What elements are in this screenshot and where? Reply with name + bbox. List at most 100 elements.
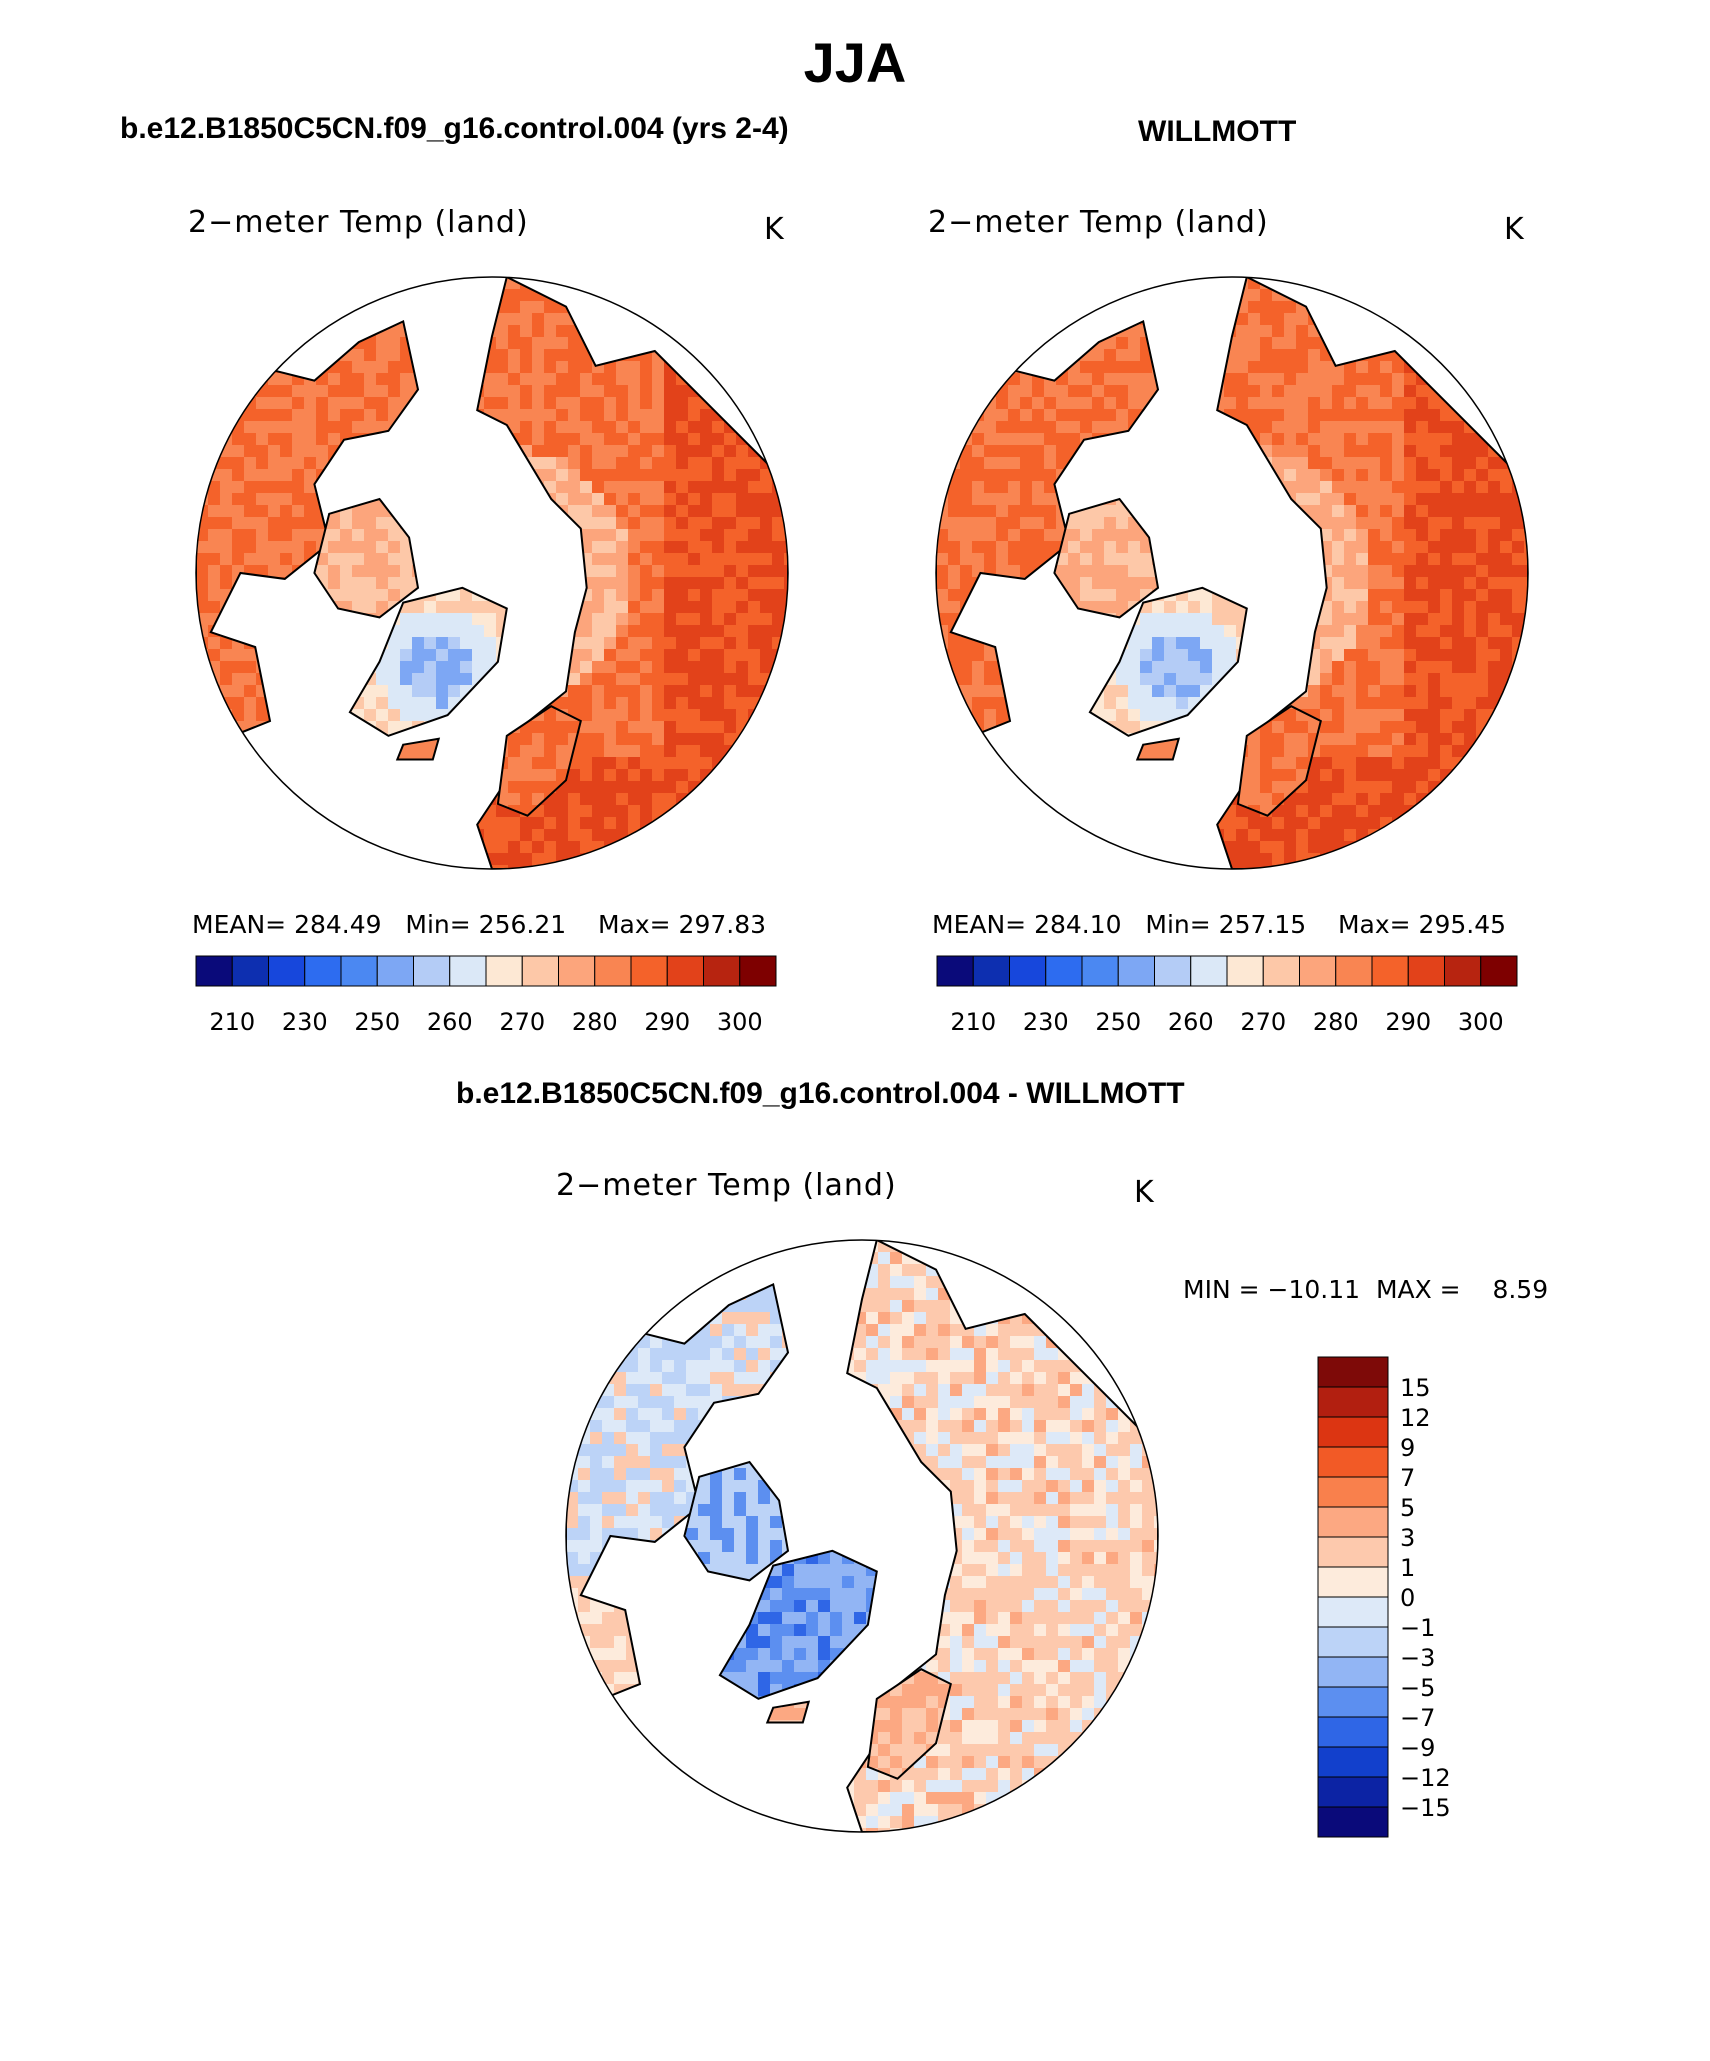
map-panel-1 <box>195 276 789 870</box>
main-title: JJA <box>0 30 1710 95</box>
colorbar-2-swatch-13 <box>1407 955 1445 987</box>
colorbar-3-tick-4: 5 <box>1400 1494 1415 1522</box>
colorbar-1-tick-7: 300 <box>717 1008 763 1036</box>
colorbar-3-swatch-7 <box>1317 1566 1389 1598</box>
colorbar-1-tick-5: 280 <box>572 1008 618 1036</box>
panel1-case-title: b.e12.B1850C5CN.f09_g16.control.004 (yrs… <box>120 112 789 146</box>
colorbar-2-swatch-1 <box>972 955 1010 987</box>
colorbar-2-swatch-8 <box>1226 955 1264 987</box>
colorbar-3-swatch-14 <box>1317 1776 1389 1808</box>
colorbar-2-swatch-10 <box>1299 955 1337 987</box>
colorbar-1-tick-0: 210 <box>209 1008 255 1036</box>
map-boundary-1 <box>195 276 789 870</box>
colorbar-3-swatch-12 <box>1317 1716 1389 1748</box>
colorbar-3-swatch-3 <box>1317 1446 1389 1478</box>
coastline-scand-3 <box>866 1668 952 1780</box>
colorbar-2-swatch-0 <box>936 955 974 987</box>
colorbar-2-tick-7: 300 <box>1458 1008 1504 1036</box>
coastline-namerica-2 <box>936 319 1160 753</box>
colorbar-1: 210 230 250 260 270 280 290 300 <box>195 955 777 1036</box>
panel3-stats: MIN = −10.11 MAX = 8.59 <box>1183 1275 1548 1304</box>
colorbar-2-tick-5: 280 <box>1313 1008 1359 1036</box>
panel3-max-value: 8.59 <box>1492 1275 1548 1304</box>
colorbar-1-swatch-13 <box>666 955 704 987</box>
coastline-iceland-3 <box>765 1700 811 1724</box>
panel3-min-label: MIN = <box>1183 1275 1260 1304</box>
colorbar-3-tick-1: 12 <box>1400 1404 1431 1432</box>
panel2-min-value: 257.15 <box>1219 910 1306 939</box>
colorbar-1-swatch-8 <box>485 955 523 987</box>
colorbar-3-swatch-15 <box>1317 1806 1389 1838</box>
colorbar-3-swatch-6 <box>1317 1536 1389 1568</box>
colorbar-1-swatch-2 <box>268 955 306 987</box>
colorbar-1-swatch-0 <box>195 955 233 987</box>
colorbar-2-tick-2: 250 <box>1095 1008 1141 1036</box>
map-panel-2 <box>935 276 1529 870</box>
colorbar-3-swatch-10 <box>1317 1656 1389 1688</box>
colorbar-2-tick-1: 230 <box>1023 1008 1069 1036</box>
colorbar-3-tick-2: 9 <box>1400 1434 1415 1462</box>
panel1-mean-label: MEAN= <box>192 910 286 939</box>
colorbar-3-tick-8: −1 <box>1400 1614 1435 1642</box>
coastline-greenland-2 <box>1088 586 1248 737</box>
panel1-mean-value: 284.49 <box>294 910 381 939</box>
colorbar-3-tick-9: −3 <box>1400 1644 1435 1672</box>
coastline-greenland-3 <box>718 1549 878 1700</box>
colorbar-2-swatch-4 <box>1081 955 1119 987</box>
colorbar-3-swatch-5 <box>1317 1506 1389 1538</box>
colorbar-2-swatch-12 <box>1371 955 1409 987</box>
panel1-min-label: Min= <box>405 910 470 939</box>
colorbar-1-tick-4: 270 <box>499 1008 545 1036</box>
colorbar-3-tick-13: −12 <box>1400 1764 1451 1792</box>
colorbar-3-swatch-9 <box>1317 1626 1389 1658</box>
panel2-mean-label: MEAN= <box>932 910 1026 939</box>
colorbar-3-swatch-4 <box>1317 1476 1389 1508</box>
colorbar-3-swatch-11 <box>1317 1686 1389 1718</box>
colorbar-1-swatch-15 <box>739 955 777 987</box>
panel2-mean-value: 284.10 <box>1034 910 1121 939</box>
map-boundary-3 <box>565 1239 1159 1833</box>
colorbar-1-tick-2: 250 <box>354 1008 400 1036</box>
colorbar-3-tick-0: 15 <box>1400 1374 1431 1402</box>
panel2-units: K <box>1504 212 1525 247</box>
coastline-arch-2 <box>1053 497 1160 619</box>
panel3-min-value: −10.11 <box>1268 1275 1361 1304</box>
colorbar-3-swatch-8 <box>1317 1596 1389 1628</box>
colorbar-3-swatch-1 <box>1317 1386 1389 1418</box>
coastline-scand-2 <box>1236 705 1322 817</box>
colorbar-2-swatch-2 <box>1009 955 1047 987</box>
colorbar-1-swatch-5 <box>376 955 414 987</box>
colorbar-3-swatch-0 <box>1317 1356 1389 1388</box>
panel3-max-label: MAX = <box>1376 1275 1461 1304</box>
colorbar-1-swatch-9 <box>521 955 559 987</box>
colorbar-3-swatch-13 <box>1317 1746 1389 1778</box>
colorbar-3-swatch-2 <box>1317 1416 1389 1448</box>
colorbar-3-tick-14: −15 <box>1400 1794 1451 1822</box>
panel1-min-value: 256.21 <box>479 910 566 939</box>
colorbar-3-tick-11: −7 <box>1400 1704 1435 1732</box>
coastline-arch-1 <box>313 497 420 619</box>
colorbar-2-swatch-11 <box>1335 955 1373 987</box>
colorbar-2-tick-0: 210 <box>950 1008 996 1036</box>
panel2-stats: MEAN= 284.10 Min= 257.15 Max= 295.45 <box>932 910 1506 939</box>
map-boundary-2 <box>935 276 1529 870</box>
panel1-max-value: 297.83 <box>679 910 766 939</box>
colorbar-2: 210 230 250 260 270 280 290 300 <box>936 955 1518 1036</box>
map-panel-3 <box>565 1239 1159 1833</box>
coastline-namerica-1 <box>196 319 420 753</box>
panel3-case-title: b.e12.B1850C5CN.f09_g16.control.004 - WI… <box>456 1077 1185 1111</box>
colorbar-3-tick-10: −5 <box>1400 1674 1435 1702</box>
panel2-variable-label: 2−meter Temp (land) <box>928 205 1269 240</box>
coastline-greenland-1 <box>348 586 508 737</box>
colorbar-1-tick-3: 260 <box>427 1008 473 1036</box>
coastline-namerica-3 <box>566 1282 790 1716</box>
panel2-max-label: Max= <box>1338 910 1411 939</box>
panel1-max-label: Max= <box>598 910 671 939</box>
colorbar-2-swatch-14 <box>1444 955 1482 987</box>
coastline-scand-1 <box>496 705 582 817</box>
colorbar-1-swatch-12 <box>630 955 668 987</box>
colorbar-2-swatch-3 <box>1045 955 1083 987</box>
panel3-units: K <box>1134 1175 1155 1210</box>
colorbar-3-tick-12: −9 <box>1400 1734 1435 1762</box>
